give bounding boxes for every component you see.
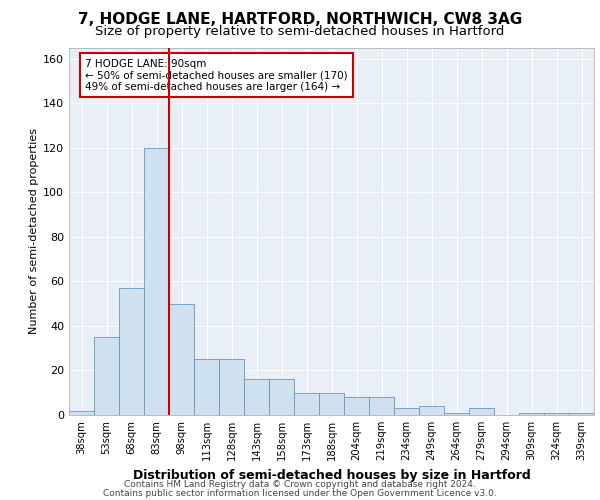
Text: Contains public sector information licensed under the Open Government Licence v3: Contains public sector information licen… (103, 489, 497, 498)
Text: Contains HM Land Registry data © Crown copyright and database right 2024.: Contains HM Land Registry data © Crown c… (124, 480, 476, 489)
Bar (94, 337, 119, 415)
Text: 7, HODGE LANE, HARTFORD, NORTHWICH, CW8 3AG: 7, HODGE LANE, HARTFORD, NORTHWICH, CW8 … (78, 12, 522, 28)
Bar (394, 408, 419, 415)
Bar (69, 410, 94, 415)
Bar (469, 408, 494, 415)
Bar (419, 406, 444, 415)
Bar (319, 392, 344, 415)
Bar (194, 360, 219, 415)
Bar (169, 304, 194, 415)
Bar (144, 148, 169, 415)
Bar (344, 397, 369, 415)
Bar (294, 392, 319, 415)
Text: 7 HODGE LANE: 90sqm
← 50% of semi-detached houses are smaller (170)
49% of semi-: 7 HODGE LANE: 90sqm ← 50% of semi-detach… (85, 58, 347, 92)
Bar (219, 360, 244, 415)
Bar (544, 413, 569, 415)
Y-axis label: Number of semi-detached properties: Number of semi-detached properties (29, 128, 39, 334)
X-axis label: Distribution of semi-detached houses by size in Hartford: Distribution of semi-detached houses by … (133, 468, 530, 481)
Bar (244, 380, 269, 415)
Bar (119, 288, 144, 415)
Bar (569, 413, 594, 415)
Bar (369, 397, 394, 415)
Text: Size of property relative to semi-detached houses in Hartford: Size of property relative to semi-detach… (95, 25, 505, 38)
Bar (519, 413, 544, 415)
Bar (269, 380, 294, 415)
Bar (444, 413, 469, 415)
